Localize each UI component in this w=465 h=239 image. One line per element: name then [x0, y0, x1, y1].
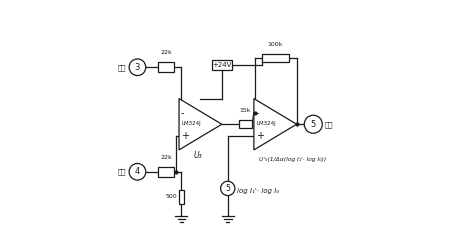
Bar: [158, 62, 174, 72]
Text: 输入: 输入: [118, 64, 126, 71]
Text: +24V: +24V: [212, 62, 232, 68]
Text: 5: 5: [226, 184, 230, 193]
Polygon shape: [254, 99, 297, 150]
Bar: [179, 190, 184, 204]
Text: -: -: [181, 108, 185, 118]
Text: log I₁'· log I₀: log I₁'· log I₀: [237, 188, 279, 194]
Text: 输入: 输入: [118, 168, 126, 175]
Text: +: +: [181, 131, 189, 141]
Text: -: -: [256, 108, 259, 118]
Text: 22k: 22k: [160, 50, 172, 55]
Circle shape: [129, 59, 146, 76]
Text: 15k: 15k: [240, 108, 251, 113]
Text: 22k: 22k: [160, 155, 172, 160]
Text: LM324J: LM324J: [257, 120, 277, 125]
Text: 4: 4: [135, 167, 140, 176]
Circle shape: [129, 163, 146, 180]
Text: +: +: [256, 131, 264, 141]
Text: 3: 3: [135, 63, 140, 72]
Circle shape: [304, 115, 322, 133]
Text: 100k: 100k: [267, 42, 283, 47]
Bar: [212, 60, 232, 70]
Text: U'₅(1/Δα(log I₁'· log I₀)): U'₅(1/Δα(log I₁'· log I₀)): [259, 157, 326, 162]
Bar: [262, 54, 289, 62]
Bar: [158, 167, 174, 177]
Bar: [239, 120, 252, 128]
Text: 500: 500: [166, 194, 177, 199]
Text: 输出: 输出: [325, 121, 333, 128]
Text: LM324J: LM324J: [182, 120, 202, 125]
Polygon shape: [179, 99, 222, 150]
Text: U₃: U₃: [194, 151, 202, 160]
Circle shape: [220, 181, 235, 196]
Text: 5: 5: [311, 120, 316, 129]
